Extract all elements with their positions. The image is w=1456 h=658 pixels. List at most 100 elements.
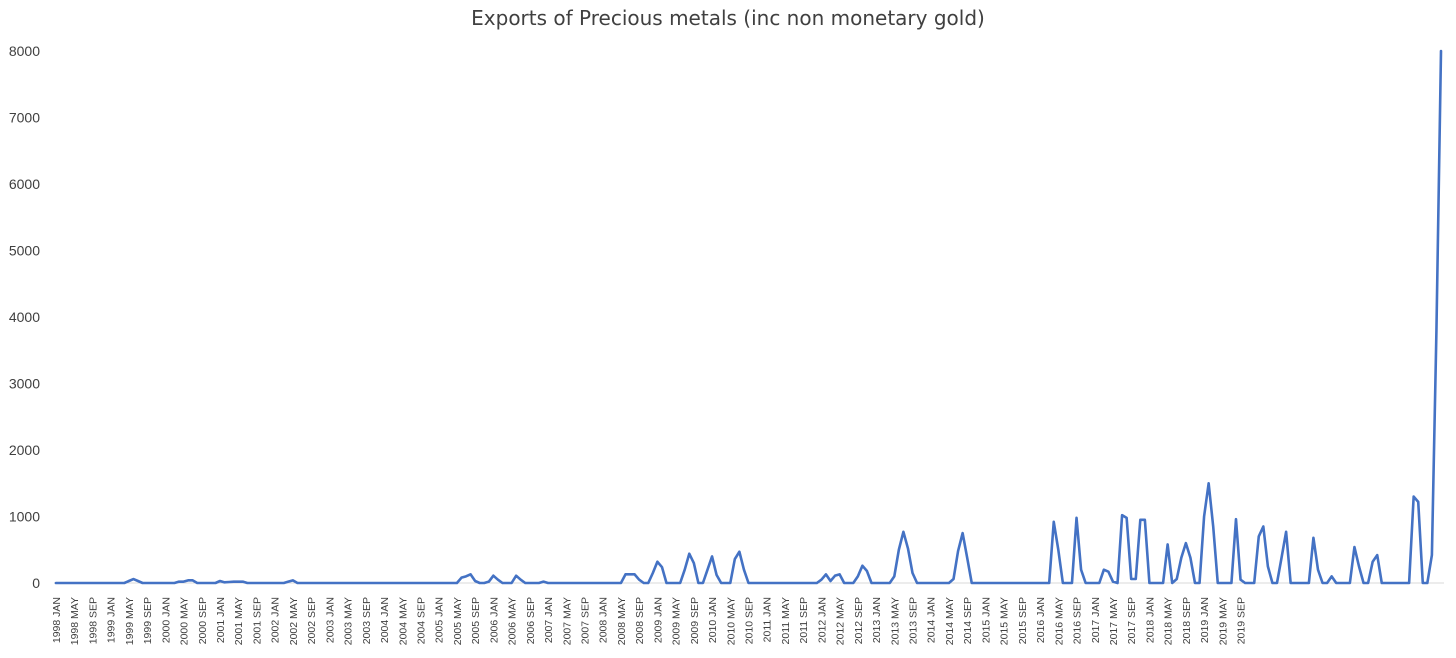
data-point <box>952 578 954 580</box>
data-point <box>219 580 221 582</box>
data-point <box>538 582 540 584</box>
data-point <box>1135 578 1137 580</box>
data-point <box>1157 582 1159 584</box>
y-tick-label: 7000 <box>9 110 40 126</box>
data-point <box>401 582 403 584</box>
data-point <box>857 575 859 577</box>
data-point <box>292 579 294 581</box>
data-point <box>182 580 184 582</box>
x-tick-label: 2014 MAY <box>944 597 956 645</box>
x-tick-label: 2013 MAY <box>889 597 901 645</box>
data-point <box>237 580 239 582</box>
data-point <box>1417 501 1419 503</box>
data-point <box>802 582 804 584</box>
data-point <box>137 580 139 582</box>
data-point <box>925 582 927 584</box>
data-point <box>396 582 398 584</box>
x-tick-label: 2016 JAN <box>1035 597 1047 643</box>
data-point <box>638 578 640 580</box>
data-point <box>1376 554 1378 556</box>
data-point <box>602 582 604 584</box>
data-point <box>588 582 590 584</box>
data-point <box>269 582 271 584</box>
data-point <box>150 582 152 584</box>
x-tick-label: 2010 MAY <box>725 597 737 645</box>
data-point <box>729 582 731 584</box>
data-point <box>961 532 963 534</box>
data-point <box>1303 582 1305 584</box>
data-point <box>715 574 717 576</box>
x-tick-label: 1999 MAY <box>124 597 136 645</box>
data-point <box>255 582 257 584</box>
data-point <box>1048 582 1050 584</box>
data-point <box>365 582 367 584</box>
x-tick-label: 2002 JAN <box>270 597 282 643</box>
data-point <box>59 582 61 584</box>
data-point <box>287 580 289 582</box>
data-point <box>697 582 699 584</box>
data-point <box>592 582 594 584</box>
x-tick-label: 2018 JAN <box>1144 597 1156 643</box>
x-tick-label: 2003 SEP <box>361 597 373 644</box>
x-tick-label: 2004 SEP <box>415 597 427 644</box>
x-tick-label: 2001 SEP <box>251 597 263 644</box>
data-point <box>1176 578 1178 580</box>
x-tick-label: 2015 SEP <box>1017 597 1029 644</box>
data-point <box>1166 543 1168 545</box>
data-point <box>884 582 886 584</box>
data-point <box>1144 519 1146 521</box>
data-point <box>515 574 517 576</box>
data-point <box>1230 582 1232 584</box>
data-point <box>656 561 658 563</box>
data-point <box>998 582 1000 584</box>
data-point <box>1271 582 1273 584</box>
data-point <box>957 550 959 552</box>
data-point <box>775 582 777 584</box>
data-point <box>1408 582 1410 584</box>
data-point <box>939 582 941 584</box>
data-point <box>720 582 722 584</box>
data-point <box>565 582 567 584</box>
data-point <box>296 582 298 584</box>
x-tick-label: 2001 JAN <box>215 597 227 643</box>
data-point <box>460 576 462 578</box>
data-point <box>1185 542 1187 544</box>
data-point <box>146 582 148 584</box>
data-point <box>187 579 189 581</box>
data-point <box>679 582 681 584</box>
data-point <box>196 582 198 584</box>
data-point <box>100 582 102 584</box>
x-tick-label: 2000 JAN <box>160 597 172 643</box>
data-point <box>838 573 840 575</box>
data-point <box>1084 582 1086 584</box>
x-tick-label: 2018 MAY <box>1163 597 1175 645</box>
x-tick-label: 2008 MAY <box>616 597 628 645</box>
data-point <box>1203 515 1205 517</box>
data-point <box>1431 554 1433 556</box>
data-point <box>1426 582 1428 584</box>
data-point <box>228 581 230 583</box>
data-point <box>191 579 193 581</box>
data-point <box>734 558 736 560</box>
data-point <box>1162 582 1164 584</box>
data-point <box>1039 582 1041 584</box>
data-point <box>273 582 275 584</box>
data-point <box>861 565 863 567</box>
x-tick-label: 2007 MAY <box>561 597 573 645</box>
data-point <box>96 582 98 584</box>
data-point <box>424 582 426 584</box>
data-point <box>1353 546 1355 548</box>
data-point <box>1276 582 1278 584</box>
data-point <box>55 582 57 584</box>
data-point <box>246 582 248 584</box>
data-point <box>205 582 207 584</box>
data-point <box>469 573 471 575</box>
data-point <box>725 582 727 584</box>
data-point <box>442 582 444 584</box>
data-point <box>711 555 713 557</box>
data-point <box>492 574 494 576</box>
data-point <box>993 582 995 584</box>
data-point <box>770 582 772 584</box>
data-point <box>419 582 421 584</box>
